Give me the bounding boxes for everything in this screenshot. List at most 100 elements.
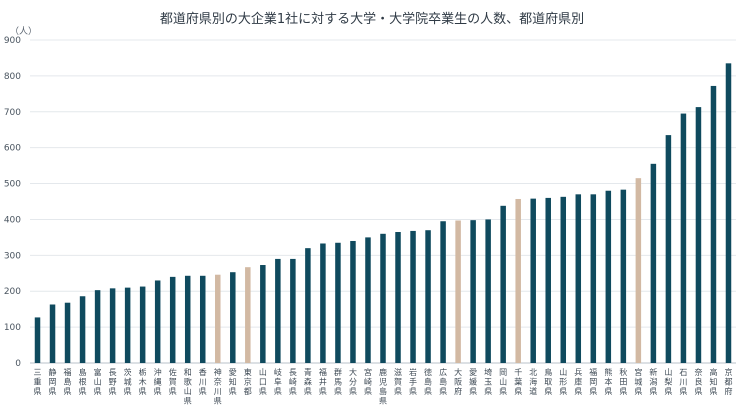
bar (290, 258, 296, 363)
y-tick-label: 0 (15, 359, 21, 369)
category-label: 沖縄県 (154, 367, 162, 396)
category-label: 群馬県 (334, 367, 342, 396)
category-label: 愛媛県 (469, 367, 477, 396)
bar (695, 107, 702, 363)
bar (124, 287, 131, 363)
category-label: 山口県 (259, 367, 267, 396)
bar (305, 248, 311, 363)
y-tick-label: 600 (4, 144, 21, 154)
category-label: 鳥取県 (544, 367, 552, 396)
category-label: 島根県 (79, 367, 87, 396)
category-label: 岡山県 (499, 368, 507, 396)
bar (710, 85, 717, 363)
bar (410, 230, 416, 363)
bar (139, 286, 146, 363)
bar (260, 265, 266, 363)
category-label: 福岡県 (589, 368, 597, 396)
category-label: 高知県 (709, 367, 717, 396)
bar (79, 296, 86, 363)
bar (575, 194, 582, 363)
bar (650, 163, 657, 363)
bar (184, 275, 191, 363)
bar (590, 194, 597, 363)
bar (515, 198, 521, 363)
category-label: 熊本県 (604, 367, 612, 396)
category-label: 栃木県 (139, 367, 147, 396)
category-label: 奈良県 (694, 367, 702, 396)
bar (320, 243, 326, 363)
category-labels: 三重県静岡県福島県島根県富山県長野県茨城県栃木県沖縄県佐賀県和歌山県香川県神奈川… (34, 367, 733, 405)
category-label: 鹿児島県 (379, 367, 387, 405)
category-label: 神奈川県 (214, 367, 222, 405)
category-label: 愛知県 (229, 367, 237, 396)
y-tick-label: 100 (4, 323, 21, 333)
bar (455, 220, 461, 363)
category-label: 滋賀県 (394, 367, 402, 396)
category-label: 北海道 (529, 368, 537, 396)
category-label: 三重県 (34, 368, 42, 396)
category-label: 千葉県 (514, 367, 522, 396)
bar (350, 240, 356, 363)
category-label: 静岡県 (49, 367, 57, 396)
bar (34, 317, 41, 363)
category-label: 青森県 (304, 367, 312, 396)
bar (109, 288, 116, 363)
y-tick-label: 500 (4, 180, 21, 190)
y-tick-label: 300 (4, 251, 21, 261)
category-label: 大分県 (349, 367, 357, 396)
bar (425, 230, 431, 363)
bar (154, 280, 161, 363)
category-label: 長野県 (109, 368, 117, 396)
category-label: 広島県 (439, 367, 447, 396)
bar (275, 258, 281, 363)
y-tick-label: 900 (4, 36, 21, 46)
bar (230, 272, 236, 363)
category-label: 茨城県 (124, 367, 132, 396)
category-label: 香川県 (199, 367, 207, 396)
bar (169, 276, 176, 363)
category-label: 徳島県 (424, 367, 432, 396)
category-label: 埼玉県 (484, 367, 492, 396)
bar (365, 237, 371, 363)
y-tick-label: 400 (4, 215, 21, 225)
category-label: 福島県 (64, 368, 72, 396)
bar (335, 242, 341, 363)
bar (680, 113, 687, 363)
category-label: 岩手県 (409, 367, 417, 396)
bar (199, 275, 206, 363)
y-axis-ticks: 0 100 200 300 400 500 600 700 800 900 (4, 36, 21, 369)
category-label: 岐阜県 (274, 367, 282, 396)
category-label: 京都府 (724, 367, 732, 396)
bar (635, 178, 642, 363)
category-label: 長崎県 (289, 368, 297, 396)
category-label: 石川県 (679, 368, 687, 396)
bar (725, 63, 732, 363)
category-label: 山形県 (559, 367, 567, 396)
category-label: 新潟県 (649, 367, 657, 396)
bar (530, 198, 536, 363)
y-tick-label: 800 (4, 72, 21, 82)
bar (245, 267, 251, 363)
bar (485, 219, 491, 363)
bar (500, 205, 506, 363)
bar (49, 304, 56, 363)
bar (395, 232, 401, 363)
bar (215, 274, 221, 363)
category-label: 福井県 (319, 368, 327, 396)
category-label: 東京都 (244, 367, 252, 396)
category-label: 兵庫県 (574, 367, 582, 396)
category-label: 佐賀県 (169, 367, 177, 396)
bar (94, 290, 101, 363)
category-label: 山梨県 (664, 367, 672, 396)
bar (64, 302, 71, 363)
y-axis-unit-label: （人） (10, 27, 38, 37)
y-tick-label: 700 (4, 108, 21, 118)
chart-title: 都道府県別の大企業1社に対する大学・大学院卒業生の人数、都道府県別 (159, 12, 585, 27)
category-label: 秋田県 (619, 367, 627, 396)
category-label: 和歌山県 (184, 368, 192, 405)
y-tick-label: 200 (4, 287, 21, 297)
bars (34, 63, 732, 363)
bar (470, 220, 476, 363)
bar (440, 221, 446, 363)
